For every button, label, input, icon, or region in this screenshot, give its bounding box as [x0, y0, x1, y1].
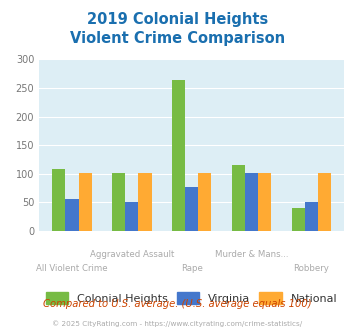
Text: Murder & Mans...: Murder & Mans...	[215, 250, 288, 259]
Text: Violent Crime Comparison: Violent Crime Comparison	[70, 31, 285, 46]
Bar	[138, 173, 152, 231]
Bar	[172, 80, 185, 231]
Bar	[125, 202, 138, 231]
Text: © 2025 CityRating.com - https://www.cityrating.com/crime-statistics/: © 2025 CityRating.com - https://www.city…	[53, 320, 302, 327]
Text: All Violent Crime: All Violent Crime	[36, 264, 108, 273]
Bar	[258, 173, 271, 231]
Bar	[292, 208, 305, 231]
Bar	[112, 173, 125, 231]
Text: Rape: Rape	[181, 264, 203, 273]
Bar	[185, 187, 198, 231]
Legend: Colonial Heights, Virginia, National: Colonial Heights, Virginia, National	[42, 288, 342, 308]
Text: Aggravated Assault: Aggravated Assault	[90, 250, 174, 259]
Bar	[52, 169, 65, 231]
Bar	[78, 173, 92, 231]
Text: Robbery: Robbery	[294, 264, 329, 273]
Bar	[318, 173, 331, 231]
Bar	[245, 173, 258, 231]
Bar	[65, 199, 78, 231]
Text: 2019 Colonial Heights: 2019 Colonial Heights	[87, 12, 268, 26]
Bar	[232, 165, 245, 231]
Bar	[305, 202, 318, 231]
Text: Compared to U.S. average. (U.S. average equals 100): Compared to U.S. average. (U.S. average …	[43, 299, 312, 309]
Bar	[198, 173, 212, 231]
